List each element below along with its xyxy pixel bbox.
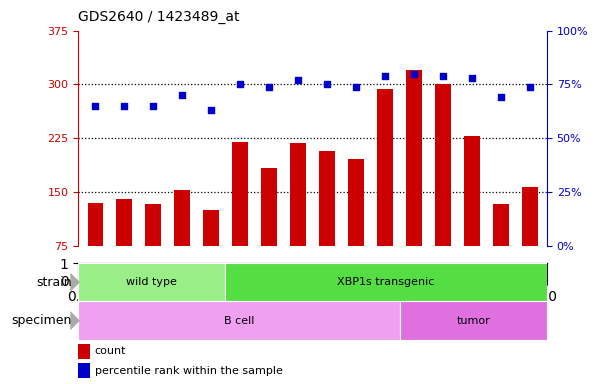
Bar [400, 301, 547, 340]
Point [467, 75, 477, 81]
Bar [88, 203, 103, 246]
Point [438, 73, 448, 79]
Point [380, 73, 389, 79]
Bar [78, 344, 90, 359]
Point [206, 107, 216, 113]
Point [293, 77, 303, 83]
Text: strain: strain [37, 276, 72, 289]
Point [120, 103, 129, 109]
Bar [117, 199, 132, 246]
Point [148, 103, 158, 109]
Text: wild type: wild type [126, 277, 177, 287]
Bar [493, 204, 508, 246]
Point [525, 84, 534, 90]
Point [322, 81, 332, 88]
Bar [464, 136, 480, 246]
Text: GDS2640 / 1423489_at: GDS2640 / 1423489_at [78, 10, 240, 24]
Point [177, 92, 187, 98]
Text: specimen: specimen [12, 314, 72, 327]
Text: tumor: tumor [457, 316, 490, 326]
Bar [78, 363, 90, 378]
Point [91, 103, 100, 109]
Bar [78, 301, 400, 340]
Point [236, 81, 245, 88]
Text: XBP1s transgenic: XBP1s transgenic [337, 277, 435, 287]
Bar [78, 263, 225, 301]
Bar [522, 187, 537, 246]
Bar [435, 84, 451, 246]
Point [496, 94, 505, 101]
Bar [232, 142, 248, 246]
Bar [145, 204, 161, 246]
Point [409, 71, 419, 77]
Bar [348, 159, 364, 246]
Bar [319, 151, 335, 246]
Point [264, 84, 274, 90]
Bar [261, 168, 277, 246]
Point [351, 84, 361, 90]
Bar [290, 143, 306, 246]
Text: count: count [94, 346, 126, 356]
Bar [225, 263, 547, 301]
Text: B cell: B cell [224, 316, 254, 326]
Bar [377, 89, 393, 246]
Bar [406, 70, 422, 246]
Bar [203, 210, 219, 246]
Bar [174, 190, 191, 246]
Text: percentile rank within the sample: percentile rank within the sample [94, 366, 282, 376]
